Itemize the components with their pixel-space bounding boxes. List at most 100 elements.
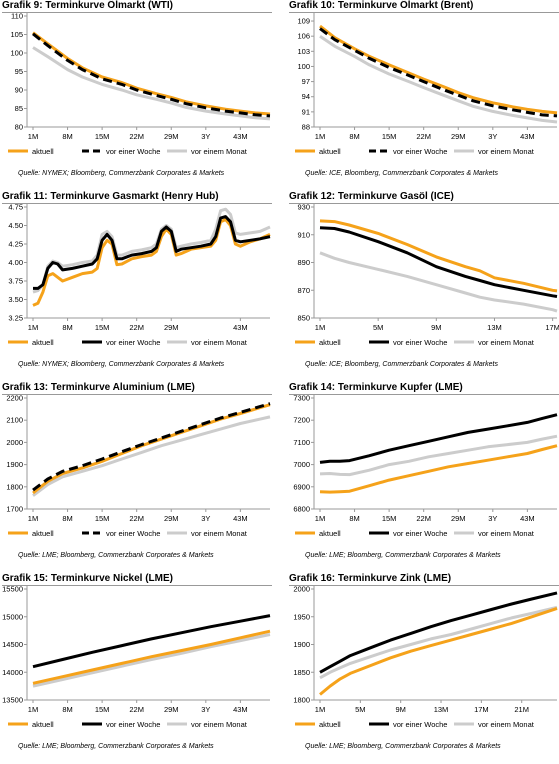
legend-label-aktuell: aktuell (32, 147, 54, 156)
x-tick-label: 17M (545, 323, 559, 332)
y-tick-label: 3.25 (8, 314, 23, 323)
chart-title-text: Terminkurve Kupfer (LME) (335, 382, 463, 393)
chart-panel: Grafik 12: Terminkurve Gasöl (ICE) 850 870… (289, 191, 559, 380)
y-tick-label: 890 (297, 258, 310, 267)
y-tick-label: 2100 (6, 416, 23, 425)
x-tick-label: 8M (349, 514, 359, 523)
y-tick-label: 1800 (293, 696, 310, 705)
y-tick-label: 103 (297, 47, 310, 56)
y-tick-label: 2200 (6, 394, 23, 403)
chart-source: Quelle: NYMEX; Bloomberg, Commerzbank Co… (18, 361, 225, 368)
x-tick-label: 3Y (201, 705, 210, 714)
chart-source: Quelle: LME; Bloomberg, Commerzbank Corp… (305, 552, 501, 559)
y-tick-label: 95 (15, 67, 23, 76)
x-tick-label: 3Y (488, 132, 497, 141)
x-tick-label: 3Y (201, 132, 210, 141)
y-tick-label: 1850 (293, 668, 310, 677)
chart-title-text: Terminkurve Zink (LME) (335, 573, 452, 584)
x-tick-label: 8M (62, 132, 72, 141)
title-rule (289, 12, 559, 13)
y-tick-label: 1700 (6, 505, 23, 514)
chart-title: Grafik 12: Terminkurve Gasöl (ICE) (289, 191, 454, 202)
chart-number: Grafik 12: (289, 191, 336, 202)
y-tick-label: 930 (297, 203, 310, 212)
chart-title-text: Terminkurve Ölmarkt (WTI) (42, 0, 173, 11)
series-line-aktuell (319, 24, 558, 115)
legend-label-woche: vor einer Woche (393, 720, 447, 729)
y-tick-label: 850 (297, 314, 310, 323)
x-tick-label: 22M (129, 132, 144, 141)
y-tick-label: 15500 (2, 585, 23, 594)
x-tick-label: 17M (474, 705, 489, 714)
series-line-monat (319, 605, 558, 680)
series-line-woche (33, 215, 271, 290)
x-tick-label: 43M (233, 705, 248, 714)
chart-source: Quelle: LME; Bloomberg, Commerzbank Corp… (305, 743, 501, 750)
y-tick-label: 4.00 (8, 258, 23, 267)
y-tick-label: 97 (302, 77, 310, 86)
y-tick-label: 7200 (293, 416, 310, 425)
title-rule (289, 585, 559, 586)
series-line-woche (32, 32, 271, 118)
x-tick-label: 15M (382, 514, 397, 523)
y-tick-label: 3.75 (8, 277, 23, 286)
y-tick-label: 7100 (293, 438, 310, 447)
chart-number: Grafik 11: (2, 191, 48, 202)
chart-svg: 80 85 90 95 100 105 110 1M 8M 15M 22M 29M 3Y 43M aktue… (8, 12, 271, 156)
chart-title: Grafik 14: Terminkurve Kupfer (LME) (289, 382, 463, 393)
y-tick-label: 6900 (293, 482, 310, 491)
x-tick-label: 29M (164, 132, 179, 141)
series-line-monat (319, 34, 558, 124)
y-tick-label: 100 (297, 62, 310, 71)
legend-label-woche: vor einer Woche (106, 147, 160, 156)
y-tick-label: 6800 (293, 505, 310, 514)
x-tick-label: 15M (95, 705, 110, 714)
y-tick-label: 106 (297, 32, 310, 41)
legend-label-aktuell: aktuell (319, 147, 341, 156)
series-line-monat (32, 633, 271, 688)
legend-label-woche: vor einer Woche (106, 338, 160, 347)
chart-svg: 1800 1850 1900 1950 2000 1M 5M 9M 13M 17M 21M aktue… (293, 585, 558, 729)
x-tick-label: 21M (514, 705, 529, 714)
chart-svg: 88 91 94 97 100 103 106 109 1M 8M 15M 22M 29M 3Y 43M ak… (295, 12, 558, 156)
series-line-monat (32, 207, 271, 294)
y-tick-label: 94 (302, 92, 310, 101)
chart-number: Grafik 10: (289, 0, 336, 11)
x-tick-label: 1M (315, 132, 325, 141)
y-tick-label: 7000 (293, 460, 310, 469)
title-rule (2, 394, 272, 395)
x-tick-label: 15M (95, 514, 110, 523)
x-tick-label: 8M (62, 323, 72, 332)
series-line-woche (319, 591, 558, 674)
legend-label-aktuell: aktuell (32, 529, 54, 538)
y-tick-label: 4.25 (8, 240, 23, 249)
y-tick-label: 1900 (6, 460, 23, 469)
chart-source: Quelle: LME; Bloomberg, Commerzbank Corp… (18, 552, 214, 559)
series-line-monat (319, 251, 558, 313)
chart-svg: 13500 14000 14500 15000 15500 1M 8M 15M 22M 29M 3Y… (2, 585, 271, 729)
title-rule (2, 12, 272, 13)
title-rule (289, 203, 559, 204)
y-tick-label: 80 (15, 123, 23, 132)
x-tick-label: 8M (62, 514, 72, 523)
x-tick-label: 22M (129, 705, 144, 714)
y-tick-label: 1900 (293, 640, 310, 649)
chart-panel: Grafik 16: Terminkurve Zink (LME) 1800 185… (289, 573, 559, 762)
x-tick-label: 5M (373, 323, 383, 332)
legend-label-aktuell: aktuell (319, 529, 341, 538)
x-tick-label: 22M (129, 323, 144, 332)
x-tick-label: 1M (315, 514, 325, 523)
title-rule (289, 394, 559, 395)
chart-svg: 3.25 3.50 3.75 4.00 4.25 4.50 4.75 1M 8M 15M 22M 29… (8, 203, 271, 347)
legend-label-monat: vor einem Monat (191, 720, 248, 729)
series-line-woche (319, 27, 558, 118)
y-tick-label: 105 (10, 30, 23, 39)
y-tick-label: 85 (15, 104, 23, 113)
legend-label-monat: vor einem Monat (478, 338, 535, 347)
x-tick-label: 15M (95, 323, 110, 332)
x-tick-label: 22M (129, 514, 144, 523)
x-tick-label: 29M (451, 514, 466, 523)
x-tick-label: 1M (28, 323, 38, 332)
series-line-aktuell (319, 219, 558, 293)
series-line-monat (32, 415, 271, 497)
